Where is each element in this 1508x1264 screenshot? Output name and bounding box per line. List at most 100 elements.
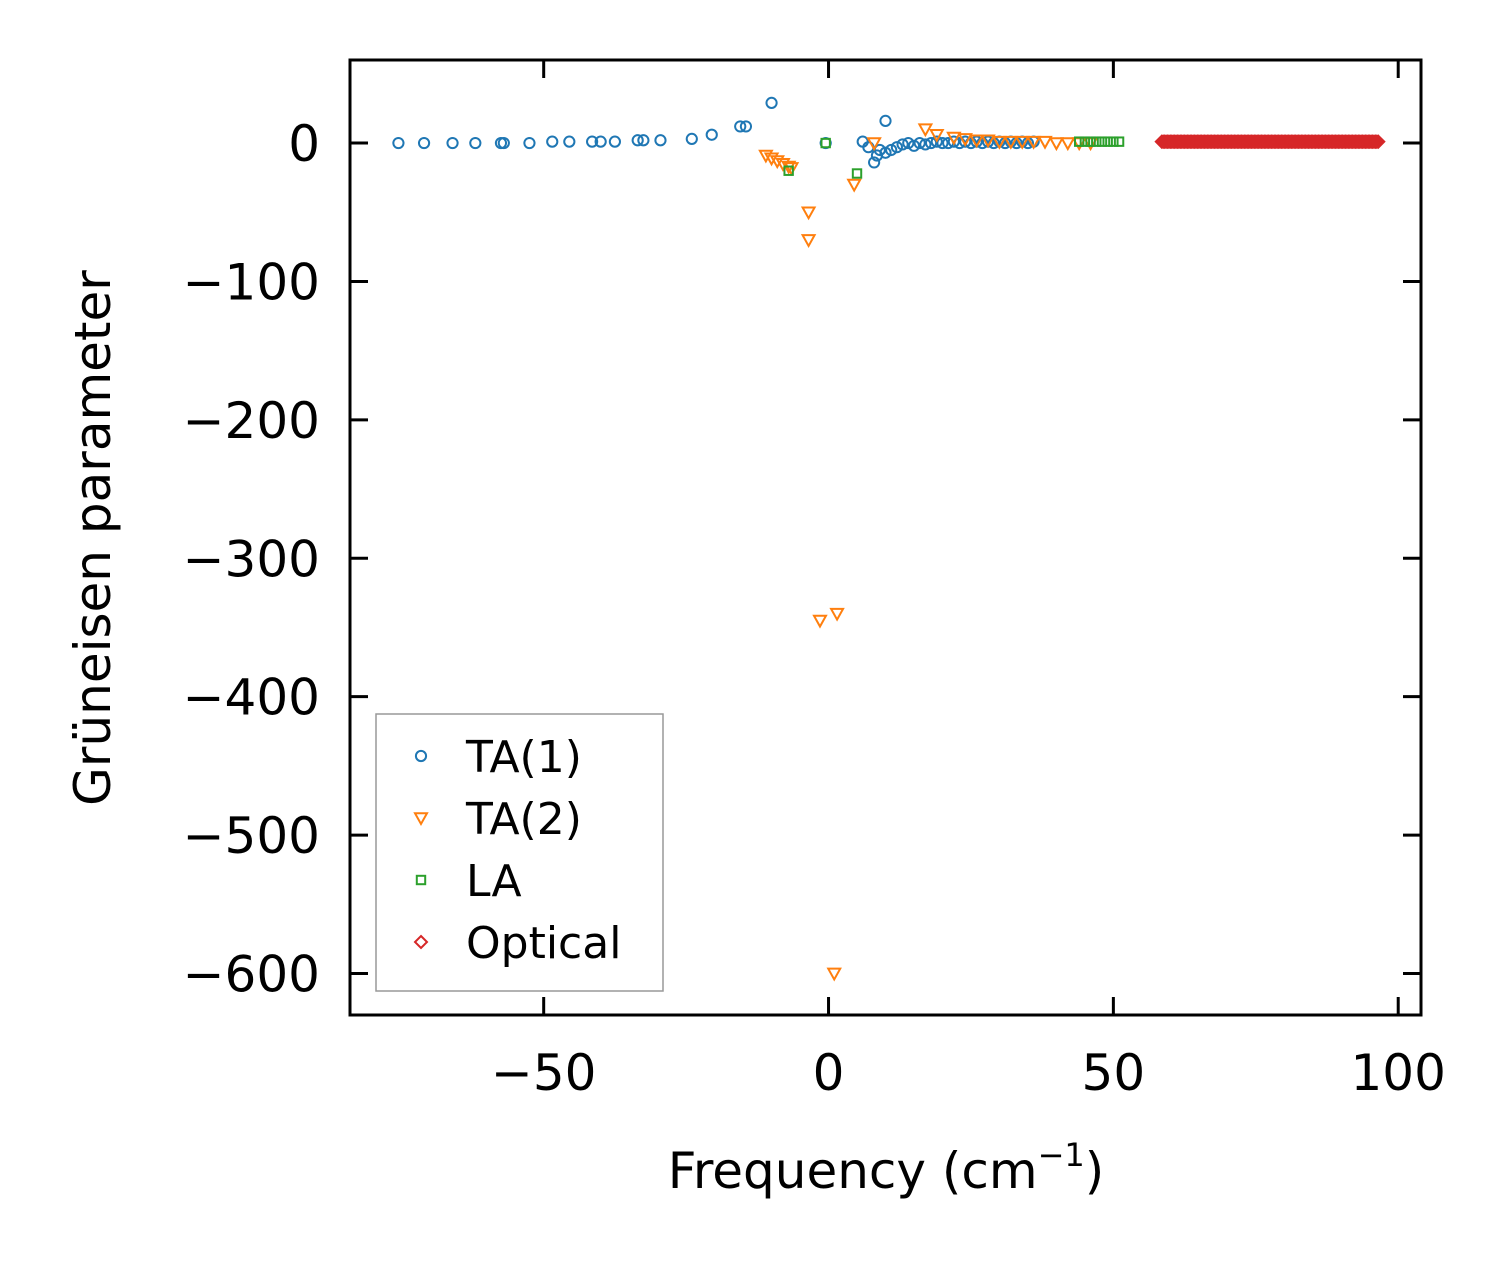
point-ta-1 — [907, 139, 921, 152]
point-ta-1 — [902, 136, 915, 150]
point-ta-2 — [763, 152, 780, 167]
y-tick-label: −500 — [183, 807, 320, 865]
point-la — [1073, 136, 1085, 147]
point-ta-2 — [826, 967, 842, 982]
point-la — [1085, 136, 1096, 147]
point-ta-1 — [930, 135, 943, 148]
point-la — [1091, 136, 1102, 147]
point-ta-2 — [783, 162, 800, 177]
point-ta-1 — [446, 136, 459, 150]
y-axis-label: Grüneisen parameter — [64, 270, 122, 806]
point-ta-1 — [469, 136, 482, 150]
point-optical — [1366, 134, 1382, 150]
point-ta-2 — [1037, 135, 1053, 150]
point-ta-1 — [654, 134, 667, 147]
point-ta-2 — [946, 131, 962, 146]
point-ta-2 — [1014, 135, 1030, 150]
point-ta-2 — [1048, 137, 1065, 152]
point-la — [851, 168, 863, 179]
point-ta-2 — [800, 234, 817, 248]
point-ta-2 — [968, 134, 985, 149]
point-la — [783, 165, 794, 176]
legend-label: TA(2) — [465, 794, 582, 845]
point-ta-2 — [991, 135, 1008, 150]
point-ta-2 — [980, 134, 996, 149]
point-optical — [1369, 134, 1385, 150]
point-ta-2 — [1060, 137, 1076, 152]
point-ta-1 — [896, 138, 909, 151]
points-layer — [392, 96, 1386, 982]
point-ta-2 — [1003, 135, 1019, 150]
x-axis-label: Frequency (cm−1) — [668, 1136, 1105, 1200]
point-ta-2 — [846, 178, 862, 193]
point-ta-1 — [497, 136, 510, 150]
ticks-layer — [350, 60, 1421, 1015]
point-ta-1 — [594, 135, 607, 148]
legend-label: TA(1) — [465, 732, 582, 783]
point-ta-1 — [586, 135, 599, 148]
legend-marker-ta-2 — [413, 812, 429, 827]
x-tick-label: 100 — [1350, 1044, 1445, 1102]
point-ta-1 — [739, 120, 753, 133]
plot-frame — [348, 58, 1423, 1017]
y-tick-label: −400 — [183, 669, 320, 727]
point-ta-1 — [705, 128, 718, 141]
point-ta-1 — [919, 138, 932, 151]
point-ta-2 — [866, 137, 882, 152]
point-ta-1 — [734, 120, 747, 133]
point-ta-1 — [868, 156, 881, 169]
point-ta-1 — [631, 134, 644, 147]
point-ta-1 — [765, 96, 778, 110]
y-tick-label: 0 — [288, 115, 320, 173]
y-tick-label: −300 — [183, 530, 320, 588]
point-ta-1 — [563, 135, 576, 148]
point-ta-2 — [758, 149, 774, 164]
x-tick-label: 0 — [813, 1044, 845, 1102]
point-la — [820, 137, 831, 149]
point-ta-2 — [812, 614, 828, 629]
y-tick-label: −200 — [183, 392, 320, 450]
point-ta-2 — [1025, 135, 1042, 150]
point-optical — [1370, 134, 1386, 150]
point-ta-2 — [929, 128, 945, 143]
point-ta-1 — [608, 135, 622, 148]
y-tick-label: −600 — [183, 945, 320, 1003]
point-ta-1 — [924, 136, 938, 150]
point-ta-1 — [913, 136, 926, 150]
point-la — [1079, 136, 1091, 147]
point-la — [1113, 136, 1125, 147]
x-tick-label: 50 — [1082, 1044, 1146, 1102]
point-ta-1 — [417, 136, 431, 150]
point-ta-1 — [879, 146, 892, 159]
legend-marker-la — [415, 874, 427, 886]
point-ta-1 — [637, 134, 650, 147]
point-ta-1 — [546, 135, 559, 148]
legend-label: Optical — [466, 918, 621, 969]
legend-label: LA — [466, 856, 522, 907]
point-ta-1 — [885, 143, 898, 157]
y-tick-label: −100 — [183, 253, 320, 311]
point-ta-1 — [890, 141, 903, 154]
legend-marker-ta-1 — [414, 749, 428, 763]
point-ta-1 — [392, 136, 405, 150]
point-ta-1 — [947, 135, 960, 148]
point-ta-2 — [829, 607, 845, 622]
point-ta-2 — [917, 123, 934, 138]
point-la — [1108, 136, 1119, 147]
point-la — [1096, 136, 1108, 147]
legend-marker-optical — [413, 934, 429, 950]
point-ta-1 — [685, 132, 698, 145]
legend: TA(1) TA(2) LA Optical — [375, 713, 664, 992]
point-ta-1 — [879, 114, 892, 127]
point-optical — [1368, 134, 1383, 150]
point-ta-2 — [769, 155, 785, 170]
point-ta-2 — [800, 206, 817, 221]
point-ta-2 — [957, 133, 973, 147]
point-optical — [1365, 134, 1380, 150]
point-ta-1 — [523, 136, 536, 150]
x-tick-label: −50 — [491, 1044, 597, 1102]
point-la — [1102, 136, 1113, 147]
point-ta-1 — [936, 136, 949, 150]
